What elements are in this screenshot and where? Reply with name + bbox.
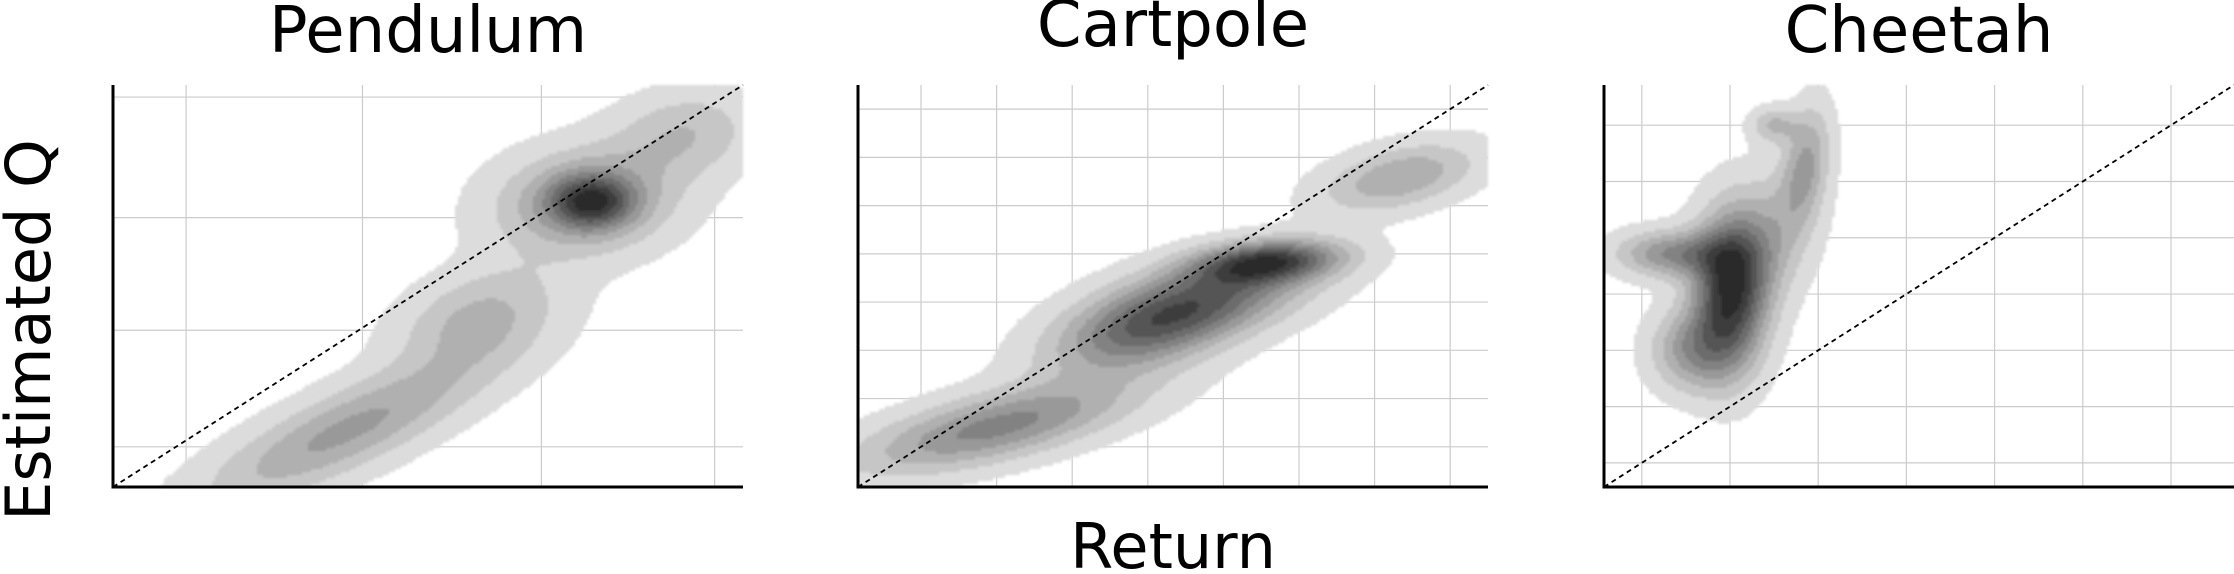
identity-line — [112, 84, 744, 488]
cheetah-panel: Cheetah — [1602, 0, 2234, 489]
axis-spines — [111, 85, 743, 489]
axis-spines — [856, 85, 1488, 489]
density-contours — [161, 85, 743, 487]
identity-line — [1603, 84, 2234, 488]
density-contours — [858, 130, 1488, 487]
density-contours — [1604, 85, 1841, 424]
density-level-9 — [1715, 250, 1745, 319]
pendulum-panel: Pendulum — [111, 0, 744, 489]
panel-title: Cartpole — [1037, 0, 1309, 62]
density-level-9 — [572, 190, 608, 211]
y-axis-label: Estimated Q — [0, 139, 65, 521]
identity-line — [857, 84, 1489, 488]
density-level-9 — [1230, 256, 1287, 277]
cartpole-panel: Cartpole — [856, 0, 1489, 489]
panel-title: Pendulum — [269, 0, 587, 68]
x-axis-label: Return — [1070, 510, 1276, 574]
panel-title: Cheetah — [1785, 0, 2054, 68]
axis-spines — [1602, 85, 2234, 489]
